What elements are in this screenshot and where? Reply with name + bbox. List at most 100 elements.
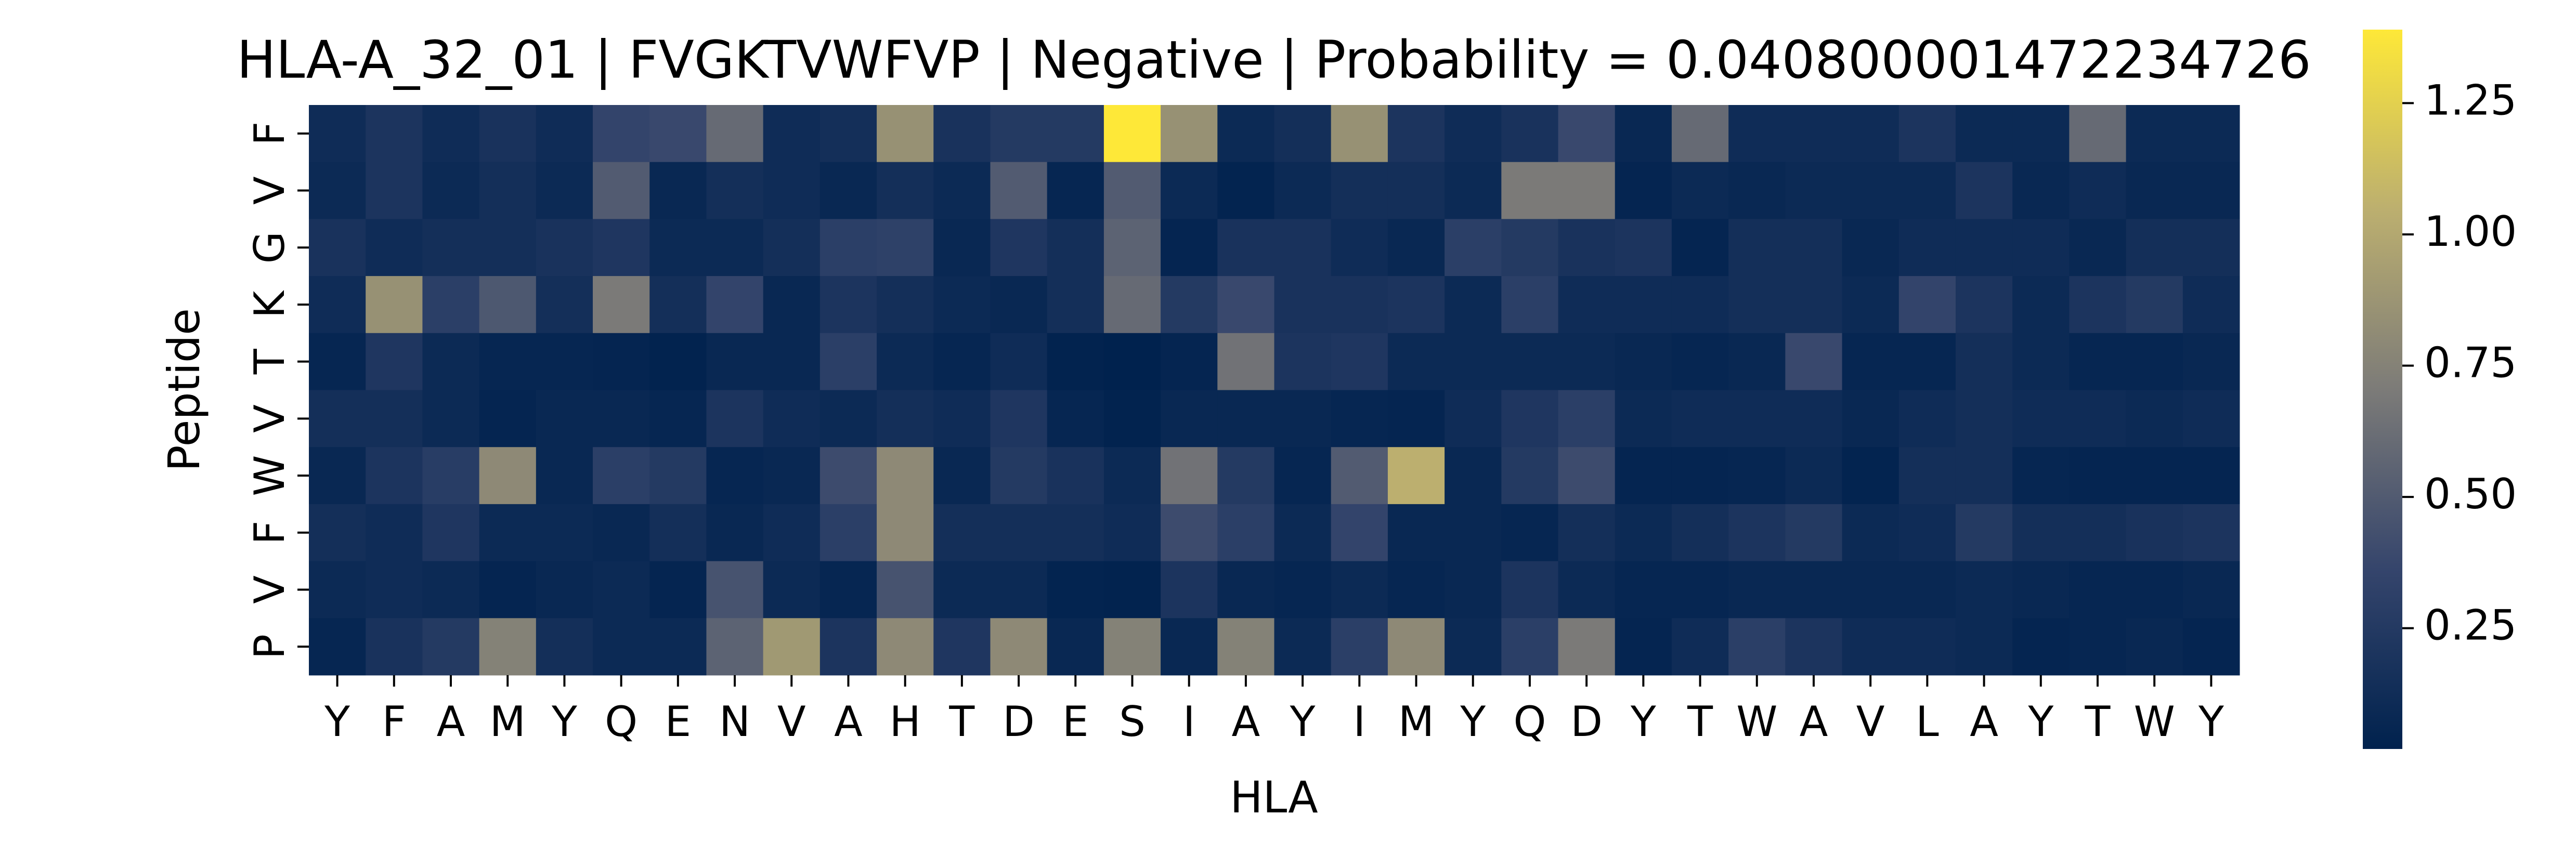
heatmap-cell xyxy=(366,618,423,676)
heatmap-cell xyxy=(1161,162,1218,219)
heatmap-cell xyxy=(933,390,991,448)
heatmap-cell xyxy=(1955,276,2013,334)
heatmap-cell xyxy=(819,618,877,676)
heatmap-cell xyxy=(2182,618,2240,676)
heatmap-cell xyxy=(933,162,991,219)
heatmap-cell xyxy=(990,504,1048,562)
heatmap-cell xyxy=(1842,276,1900,334)
heatmap-cell xyxy=(366,504,423,562)
heatmap-cell xyxy=(1274,333,1332,390)
heatmap-cell xyxy=(1103,276,1161,334)
heatmap-cell xyxy=(1615,390,1672,448)
heatmap-cell xyxy=(1103,219,1161,277)
heatmap-cell xyxy=(593,105,650,163)
heatmap-cell xyxy=(1331,162,1388,219)
x-tick-label: W xyxy=(2134,698,2175,746)
heatmap-cell xyxy=(2069,105,2127,163)
heatmap-cell xyxy=(1103,618,1161,676)
heatmap-cell xyxy=(1161,276,1218,334)
heatmap-cell xyxy=(1842,162,1900,219)
heatmap-cell xyxy=(1161,105,1218,163)
heatmap-cell xyxy=(422,561,480,619)
heatmap-cell xyxy=(1955,618,2013,676)
heatmap-cell xyxy=(422,219,480,277)
heatmap-cell xyxy=(2182,561,2240,619)
heatmap-cell xyxy=(1785,447,1843,505)
heatmap-cell xyxy=(1501,390,1559,448)
heatmap-cell xyxy=(536,105,593,163)
heatmap-cell xyxy=(1671,333,1729,390)
x-tick-label: E xyxy=(1062,698,1089,746)
heatmap-cell xyxy=(990,561,1048,619)
x-tick-label: W xyxy=(1736,698,1777,746)
heatmap-cell xyxy=(1103,504,1161,562)
heatmap-cell xyxy=(2126,390,2183,448)
heatmap-cell xyxy=(819,447,877,505)
heatmap-cell xyxy=(1047,504,1104,562)
heatmap-cell xyxy=(1955,561,2013,619)
heatmap-cell xyxy=(1274,447,1332,505)
heatmap-cell xyxy=(479,162,537,219)
heatmap-cell xyxy=(1955,390,2013,448)
heatmap-cell xyxy=(1445,219,1502,277)
heatmap-cell xyxy=(1274,618,1332,676)
heatmap-cell xyxy=(763,618,821,676)
heatmap-cell xyxy=(706,390,764,448)
heatmap-cell xyxy=(819,105,877,163)
colorbar-tick-label: 1.00 xyxy=(2424,207,2517,256)
heatmap-cell xyxy=(1728,390,1786,448)
heatmap-cell xyxy=(1445,390,1502,448)
heatmap-cell xyxy=(1217,390,1274,448)
heatmap-cell xyxy=(422,162,480,219)
heatmap-cell xyxy=(1387,618,1445,676)
heatmap-cell xyxy=(763,447,821,505)
x-axis-label: HLA xyxy=(1230,772,1318,823)
heatmap-cell xyxy=(877,618,934,676)
heatmap-cell xyxy=(1842,504,1900,562)
heatmap-cell xyxy=(1217,276,1274,334)
heatmap-cell xyxy=(1331,504,1388,562)
heatmap-cell xyxy=(877,219,934,277)
heatmap-cell xyxy=(933,219,991,277)
heatmap-cell xyxy=(1615,333,1672,390)
heatmap-cell xyxy=(1842,333,1900,390)
heatmap-cell xyxy=(1331,561,1388,619)
heatmap-cell xyxy=(536,276,593,334)
x-tick-label: Y xyxy=(324,698,350,746)
heatmap-cell xyxy=(2182,390,2240,448)
heatmap-cell xyxy=(1274,561,1332,619)
heatmap-cell xyxy=(1615,219,1672,277)
heatmap-cell xyxy=(2182,105,2240,163)
heatmap-cell xyxy=(1331,219,1388,277)
heatmap-cell xyxy=(1898,561,1956,619)
heatmap-cell xyxy=(1217,561,1274,619)
heatmap-cell xyxy=(366,561,423,619)
x-tick-label: T xyxy=(948,698,975,746)
heatmap-cell xyxy=(1615,561,1672,619)
heatmap-cell xyxy=(422,333,480,390)
heatmap-cell xyxy=(877,105,934,163)
heatmap-cell xyxy=(366,219,423,277)
heatmap-cell xyxy=(536,618,593,676)
heatmap-cell xyxy=(933,447,991,505)
heatmap-cell xyxy=(309,504,366,562)
heatmap-cell xyxy=(1615,105,1672,163)
heatmap-cell xyxy=(1047,447,1104,505)
heatmap-cell xyxy=(877,561,934,619)
heatmap-cell xyxy=(990,447,1048,505)
heatmap-cell xyxy=(990,219,1048,277)
heatmap-cell xyxy=(1785,504,1843,562)
heatmap-cell xyxy=(1955,219,2013,277)
heatmap-cell xyxy=(1728,447,1786,505)
heatmap-cell xyxy=(1728,276,1786,334)
heatmap-cell xyxy=(1445,333,1502,390)
heatmap-cell xyxy=(479,447,537,505)
heatmap-cell xyxy=(1898,276,1956,334)
heatmap-cell xyxy=(536,162,593,219)
x-tick-label: H xyxy=(890,698,921,746)
heatmap-cell xyxy=(2182,219,2240,277)
heatmap-cell xyxy=(2126,219,2183,277)
x-tick-label: V xyxy=(777,698,806,746)
heatmap-cell xyxy=(933,504,991,562)
